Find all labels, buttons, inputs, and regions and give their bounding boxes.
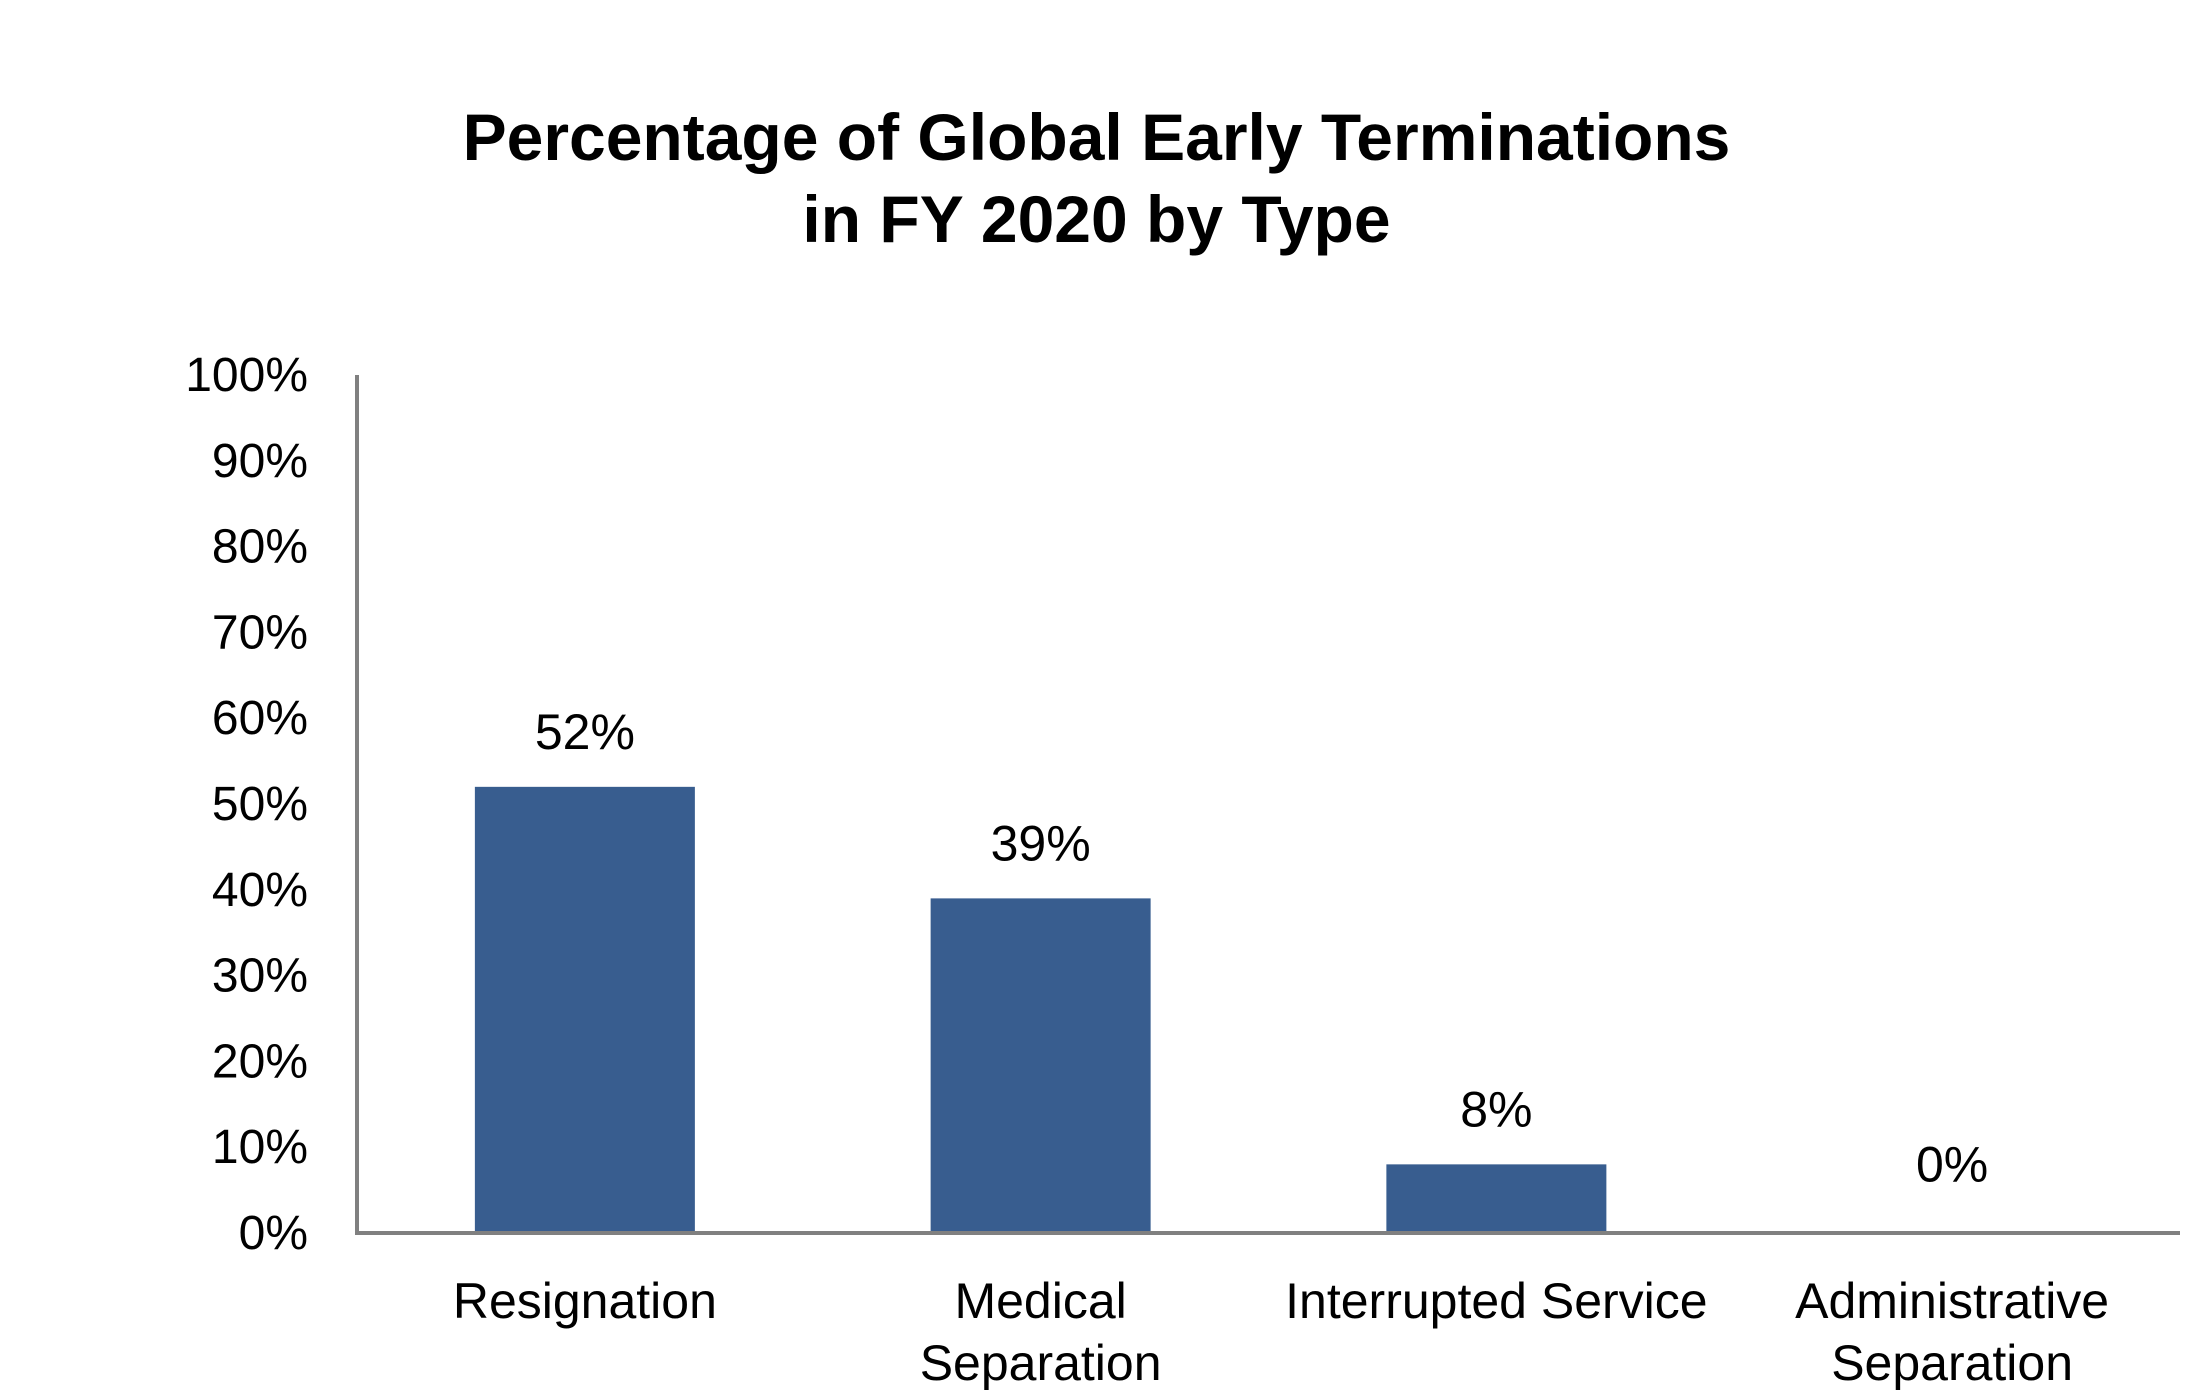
y-tick-label: 50% [212,778,308,831]
axes [355,375,2180,1235]
category-label: Resignation [453,1273,717,1329]
data-label: 8% [1460,1081,1532,1137]
y-tick-label: 40% [212,864,308,917]
y-tick-label: 80% [212,521,308,574]
y-tick-label: 70% [212,606,308,659]
category-label: Separation [1831,1335,2073,1390]
x-axis-labels: Resignation Medical Separation Interrupted … [453,1273,2109,1390]
y-axis-ticks: 0% 10% 20% 30% 40% 50% 60% 70% 80% 90% 100% [185,349,308,1260]
y-tick-label: 20% [212,1035,308,1088]
chart-title-line-1: Percentage of Global Early Terminations [462,100,1731,174]
bars [474,786,1607,1233]
chart-title: Percentage of Global Early Terminations … [0,96,2193,260]
category-label: Interrupted Service [1285,1273,1707,1329]
y-tick-label: 10% [212,1121,308,1174]
y-tick-label: 90% [212,435,308,488]
data-labels: 52% 39% 8% 0% [535,704,1988,1193]
y-tick-label: 60% [212,692,308,745]
chart-title-line-2: in FY 2020 by Type [802,182,1391,256]
bar [474,786,695,1233]
bar [930,898,1151,1233]
category-label: Separation [920,1335,1162,1390]
bar [1386,1164,1607,1233]
y-tick-label: 100% [185,349,308,402]
y-tick-label: 30% [212,950,308,1003]
category-label: Medical [954,1273,1126,1329]
data-label: 0% [1916,1137,1988,1193]
data-label: 52% [535,704,635,760]
category-label: Administrative [1795,1273,2109,1329]
y-tick-label: 0% [239,1207,308,1260]
data-label: 39% [991,815,1091,871]
